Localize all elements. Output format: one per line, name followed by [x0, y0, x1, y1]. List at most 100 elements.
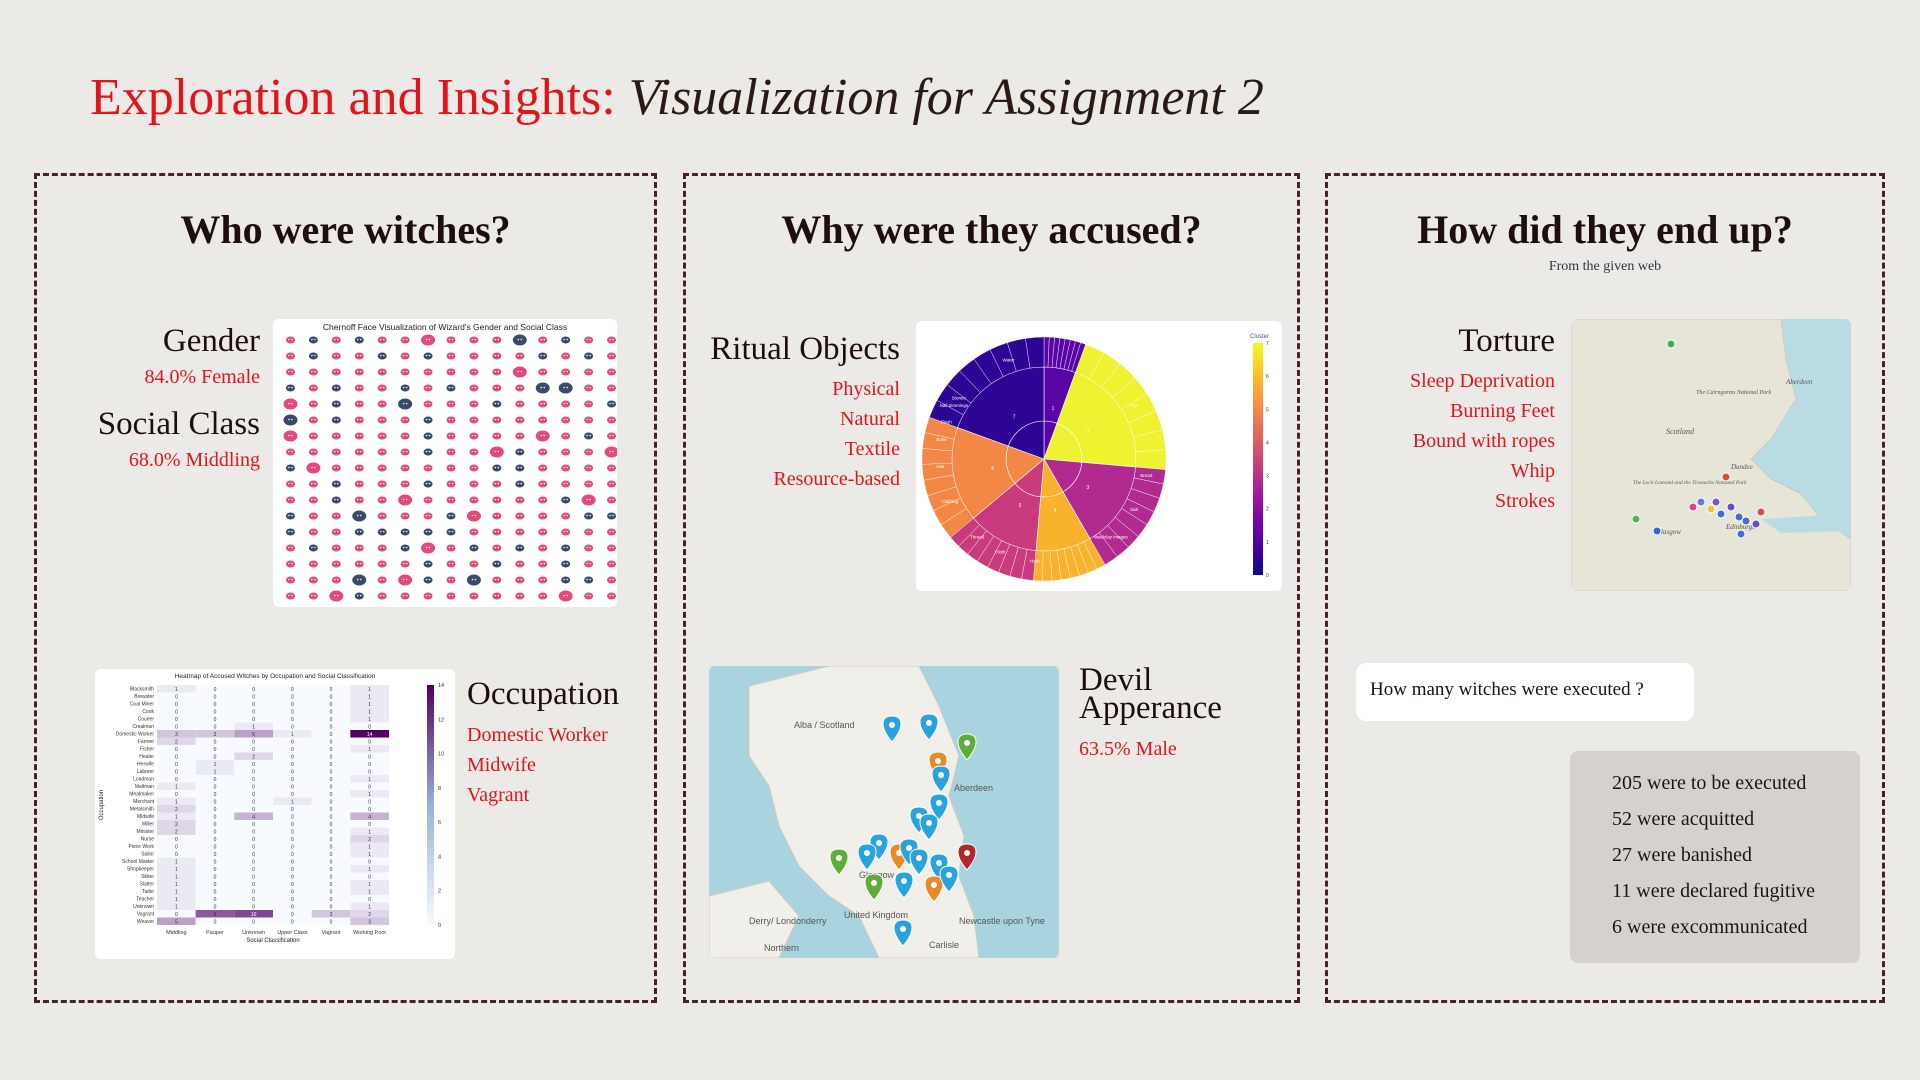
chernoff-face: [423, 400, 433, 408]
heatmap-value: 0: [291, 837, 294, 843]
chernoff-face: [423, 352, 433, 360]
map-dot-marker[interactable]: [1736, 529, 1746, 539]
map-dot-marker[interactable]: [1711, 497, 1721, 507]
map-marker-icon[interactable]: [939, 865, 959, 893]
heatmap-cell: [311, 775, 351, 783]
map-dot-marker[interactable]: [1631, 514, 1641, 524]
map-marker-icon[interactable]: [931, 765, 951, 793]
chernoff-face: [446, 368, 456, 376]
map-dot-marker[interactable]: [1716, 509, 1726, 519]
map-dot-marker[interactable]: [1741, 516, 1751, 526]
chernoff-face: [607, 464, 617, 472]
chernoff-face: [515, 448, 525, 456]
heatmap-value: 0: [175, 837, 178, 843]
map-marker-icon[interactable]: [957, 843, 977, 871]
heatmap-cell: [234, 872, 273, 880]
map-dot-marker[interactable]: [1726, 502, 1736, 512]
map-dot-marker[interactable]: [1706, 504, 1716, 514]
sunburst-outer-label: Hair: [936, 464, 945, 469]
heatmap-cell: [195, 782, 235, 790]
heatmap-value: 0: [214, 844, 217, 850]
heatmap-value: 2: [175, 807, 178, 813]
chernoff-face: [308, 512, 318, 520]
map-dot-marker[interactable]: [1751, 519, 1761, 529]
chernoff-face: [607, 416, 617, 424]
heatmap-value: 0: [252, 747, 255, 753]
heatmap-cell: [273, 835, 312, 843]
sunburst-outer-label: Thread: [970, 535, 985, 540]
chernoff-face: [607, 544, 617, 552]
heatmap-cell: [273, 685, 312, 693]
map-dot-marker[interactable]: [1734, 512, 1744, 522]
heatmap-value: 0: [330, 732, 333, 738]
map-marker-icon[interactable]: [929, 793, 949, 821]
chernoff-face: [604, 446, 617, 458]
chernoff-face: [492, 416, 502, 424]
chernoff-chart: Chernoff Face Visualization of Wizard's …: [273, 319, 617, 607]
panel-how: How did they end up? From the given web …: [1325, 173, 1885, 1003]
map-marker-icon[interactable]: [893, 919, 913, 947]
heatmap-cell: [350, 812, 389, 820]
heatmap-value: 0: [330, 739, 333, 745]
heatmap-cell: [273, 790, 312, 798]
heatmap-cell: [350, 745, 389, 753]
map-dot-marker[interactable]: [1721, 472, 1731, 482]
heatmap-value: 0: [214, 694, 217, 700]
chernoff-face: [492, 368, 502, 376]
map-marker-icon[interactable]: [857, 843, 877, 871]
map-marker-icon[interactable]: [924, 875, 944, 903]
heatmap-cell: [234, 887, 273, 895]
map-marker-icon[interactable]: [882, 715, 902, 743]
heatmap-cell: [157, 812, 196, 820]
heatmap-value: 0: [330, 844, 333, 850]
map-dot-marker[interactable]: [1756, 507, 1766, 517]
map-marker-icon[interactable]: [829, 848, 849, 876]
ritual-item: Physical: [832, 378, 900, 400]
map-marker-icon[interactable]: [894, 871, 914, 899]
map-place-label: Newcastle upon Tyne: [959, 916, 1045, 926]
chernoff-face: [469, 352, 479, 360]
chernoff-face: [538, 496, 548, 504]
heatmap-cell: [350, 910, 389, 918]
heatmap-cell: [195, 715, 235, 723]
heatmap-cell: [195, 685, 235, 693]
map-marker-icon[interactable]: [957, 733, 977, 761]
chernoff-face: [469, 384, 479, 392]
heatmap-value: 2: [175, 829, 178, 835]
chernoff-face: [607, 560, 617, 568]
heatmap-value: 0: [291, 724, 294, 730]
map-dot-marker[interactable]: [1652, 526, 1662, 536]
heatmap-value: 1: [175, 889, 178, 895]
map-dot-marker[interactable]: [1688, 502, 1698, 512]
heatmap-value: 1: [175, 814, 178, 820]
chernoff-face: [308, 432, 318, 440]
chernoff-face: [469, 464, 479, 472]
heatmap-value: 1: [214, 762, 217, 768]
heatmap-cell: [157, 917, 196, 925]
heatmap-cell: [234, 805, 273, 813]
heatmap-y-label: Mealmaker: [129, 792, 154, 798]
heatmap-cell: [157, 715, 196, 723]
heatmap-value: 0: [214, 739, 217, 745]
chernoff-face: [558, 382, 573, 394]
chernoff-face: [538, 560, 548, 568]
map-marker-icon[interactable]: [864, 873, 884, 901]
chernoff-face: [285, 592, 295, 600]
map-marker-icon[interactable]: [909, 848, 929, 876]
map-marker-icon[interactable]: [919, 713, 939, 741]
chernoff-face: [331, 480, 341, 488]
chernoff-face: [515, 464, 525, 472]
map-dot-marker[interactable]: [1666, 339, 1676, 349]
chernoff-face: [423, 496, 433, 504]
devil-label-line1: Devil: [1079, 662, 1153, 698]
chernoff-face: [377, 576, 387, 584]
map-marker-icon[interactable]: [919, 813, 939, 841]
sunburst-cluster-label: 4: [1054, 508, 1057, 514]
heatmap-y-label: Teacher: [136, 897, 154, 903]
heatmap-cell: [311, 782, 351, 790]
chernoff-face: [446, 528, 456, 536]
heatmap-value: 0: [368, 822, 371, 828]
map-dot-marker[interactable]: [1696, 497, 1706, 507]
result-item: 205 were to be executed: [1612, 772, 1807, 794]
chernoff-face: [423, 592, 433, 600]
